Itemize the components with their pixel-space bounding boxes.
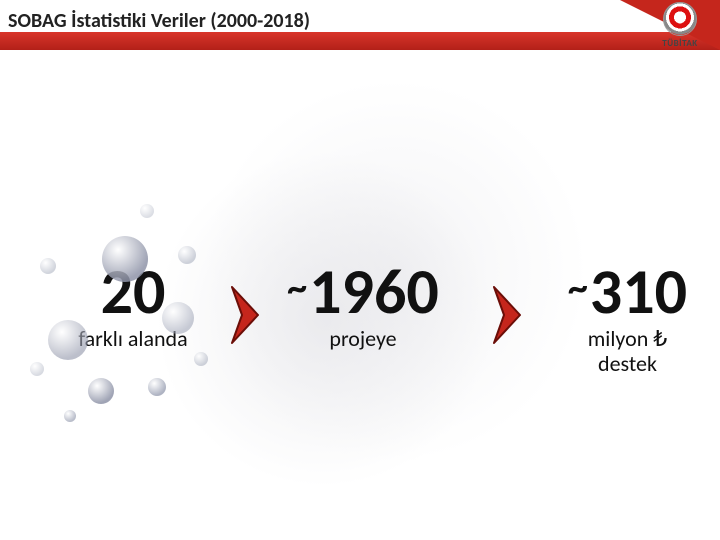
stat-projects-value: ~1960 <box>258 260 468 324</box>
bubble <box>64 410 76 422</box>
slide-content: 20 farklı alanda ~1960 projeye ~310 mily… <box>0 50 720 540</box>
bubble <box>194 352 208 366</box>
bubble <box>178 246 196 264</box>
bubble <box>48 320 88 360</box>
stat-funding-value: ~310 <box>545 260 710 324</box>
tubitak-logo-icon <box>663 2 697 36</box>
stat-funding-label: milyon ₺ destek <box>545 326 710 377</box>
stat-funding: ~310 milyon ₺ destek <box>545 260 710 377</box>
stat-projects: ~1960 projeye <box>258 260 468 351</box>
bubble <box>102 236 148 282</box>
tubitak-logo: TÜBİTAK <box>650 2 710 49</box>
bubble <box>162 302 194 334</box>
bubble <box>40 258 56 274</box>
slide-header: SOBAG İstatistiki Veriler (2000-2018) TÜ… <box>0 0 720 50</box>
slide-title: SOBAG İstatistiki Veriler (2000-2018) <box>8 9 310 33</box>
tubitak-logo-text: TÜBİTAK <box>650 38 710 49</box>
chevron-icon <box>490 285 526 345</box>
bubble <box>88 378 114 404</box>
bubble <box>30 362 44 376</box>
title-bar: SOBAG İstatistiki Veriler (2000-2018) <box>0 0 310 42</box>
bubble <box>148 378 166 396</box>
bubble-cluster <box>30 210 240 430</box>
bubble <box>140 204 154 218</box>
